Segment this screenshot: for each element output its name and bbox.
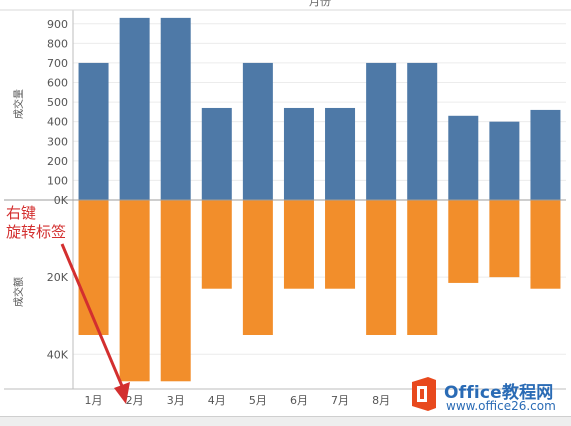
bar-volume — [530, 109, 561, 200]
y-tick-label: 300 — [47, 135, 68, 148]
office-logo — [408, 376, 440, 416]
bar-amount — [448, 200, 479, 283]
annotation-arrow — [60, 243, 130, 404]
bar-amount — [283, 200, 314, 289]
bar-amount — [119, 200, 150, 382]
bar-volume — [119, 17, 150, 200]
grid-layer — [73, 23, 566, 355]
bar-volume — [242, 62, 273, 200]
bar-volume — [283, 107, 314, 200]
y-tick-label: 40K — [47, 348, 69, 361]
arrow-shaft — [60, 243, 124, 387]
watermark-brand: Office教程网 — [444, 383, 554, 403]
bar-volume — [407, 62, 438, 200]
axes-layer — [0, 9, 571, 390]
header-title: 月份 — [309, 0, 331, 8]
bar-amount — [407, 200, 438, 335]
bar-volume — [366, 62, 397, 200]
bar-amount — [530, 200, 561, 289]
bar-volume — [489, 121, 520, 200]
watermark-site: www.office26.com — [446, 399, 556, 413]
bar-amount — [78, 200, 109, 335]
annotation-line2: 旋转标签 — [6, 223, 67, 241]
y-tick-label: 100 — [47, 174, 68, 187]
x-tick-labels: 1月 2月 3月 4月 5月 6月 7月 8月 — [85, 394, 391, 407]
bar-volume — [448, 115, 479, 200]
y-tick-label: 900 — [47, 18, 68, 31]
bars-volume — [78, 17, 561, 200]
x-tick-label: 4月 — [208, 394, 226, 407]
x-tick-label: 3月 — [167, 394, 185, 407]
x-tick-label: 8月 — [372, 394, 390, 407]
bar-amount — [325, 200, 356, 289]
x-tick-label: 1月 — [85, 394, 103, 407]
x-tick-label: 2月 — [126, 394, 144, 407]
bar-volume — [201, 107, 232, 200]
y-ticks-amount: 0K 20K 40K — [47, 194, 69, 361]
bar-amount — [489, 200, 520, 278]
bar-amount — [242, 200, 273, 335]
bar-volume — [325, 107, 356, 200]
bottom-scrollbar[interactable] — [0, 416, 571, 426]
y-tick-label: 800 — [47, 37, 68, 50]
bar-amount — [160, 200, 191, 382]
x-tick-label: 6月 — [290, 394, 308, 407]
y-axis-label-volume: 成交量 — [12, 89, 25, 119]
y-tick-label: 200 — [47, 155, 68, 168]
annotation-line1: 右键 — [6, 204, 37, 222]
y-tick-label: 500 — [47, 96, 68, 109]
x-tick-label: 5月 — [249, 394, 267, 407]
bar-amount — [201, 200, 232, 289]
y-axis-label-amount: 成交额 — [12, 277, 25, 307]
bar-volume — [160, 17, 191, 200]
x-tick-label: 7月 — [331, 394, 349, 407]
arrow-head — [114, 382, 130, 404]
y-tick-label: 700 — [47, 57, 68, 70]
y-tick-label: 600 — [47, 77, 68, 90]
y-tick-label: 400 — [47, 116, 68, 129]
annotation-note: 右键 旋转标签 — [6, 204, 66, 242]
y-tick-label: 0K — [54, 194, 69, 207]
bar-volume — [78, 62, 109, 200]
bars-amount — [78, 200, 561, 382]
y-ticks-volume: 100 200 300 400 500 600 700 800 900 — [47, 18, 68, 188]
bar-amount — [366, 200, 397, 335]
y-tick-label: 20K — [47, 271, 69, 284]
